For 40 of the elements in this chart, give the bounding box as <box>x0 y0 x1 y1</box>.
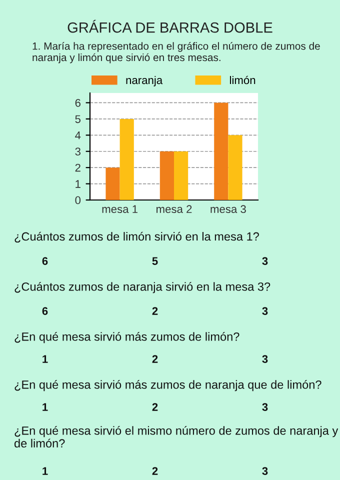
y-tick-label: 1 <box>76 180 80 188</box>
bar <box>228 135 242 200</box>
bar <box>120 118 134 200</box>
text: ¿En qué mesa sirvió más zumos de naranja que de limón? <box>14 380 322 392</box>
text: 1 <box>42 467 48 475</box>
text: 3 <box>262 403 268 411</box>
text: ¿Cuántos zumos de limón sirvió en la mesa 1? <box>14 232 259 243</box>
legend-label: naranja <box>126 76 163 86</box>
x-tick-label: mesa 3 <box>210 205 246 214</box>
bar <box>106 168 120 200</box>
text: 3 <box>262 467 268 475</box>
y-tick-label: 5 <box>75 115 81 124</box>
text: 5 <box>152 257 158 265</box>
text: ¿En qué mesa sirvió el mismo número de zumos de naranja y de limón? <box>14 426 338 448</box>
text: 2 <box>152 467 158 475</box>
y-tick-label: 6 <box>75 98 80 107</box>
x-tick-label: mesa 1 <box>102 205 138 214</box>
text: 1 <box>42 355 48 363</box>
text: ¿Cuántos zumos de naranja sirvió en la mesa 3? <box>14 282 270 294</box>
text: 3 <box>262 257 268 265</box>
text: 2 <box>152 307 158 315</box>
text: 2 <box>152 355 158 363</box>
y-tick-label: 0 <box>75 196 81 204</box>
y-tick-label: 3 <box>75 148 80 156</box>
bar <box>160 151 174 200</box>
chart-title: GRÁFICA DE BARRAS DOBLE <box>68 20 272 33</box>
y-tick-label: 4 <box>75 132 81 140</box>
text: 6 <box>42 307 48 315</box>
bar <box>214 102 228 200</box>
x-tick-label: mesa 2 <box>156 205 192 214</box>
y-tick-label: 2 <box>75 164 80 172</box>
text: 3 <box>262 355 268 363</box>
text: 2 <box>152 403 158 411</box>
text: ¿En qué mesa sirvió más zumos de limón? <box>14 332 240 344</box>
text: 1. María ha representado en el gráfico el número de zumos de naranja y limón que sirvió en tres mesas. <box>32 42 320 64</box>
text: 1 <box>42 403 48 411</box>
text: 6 <box>42 257 48 265</box>
legend-label: limón <box>230 76 256 84</box>
bar <box>174 151 188 200</box>
text: 3 <box>262 307 268 315</box>
